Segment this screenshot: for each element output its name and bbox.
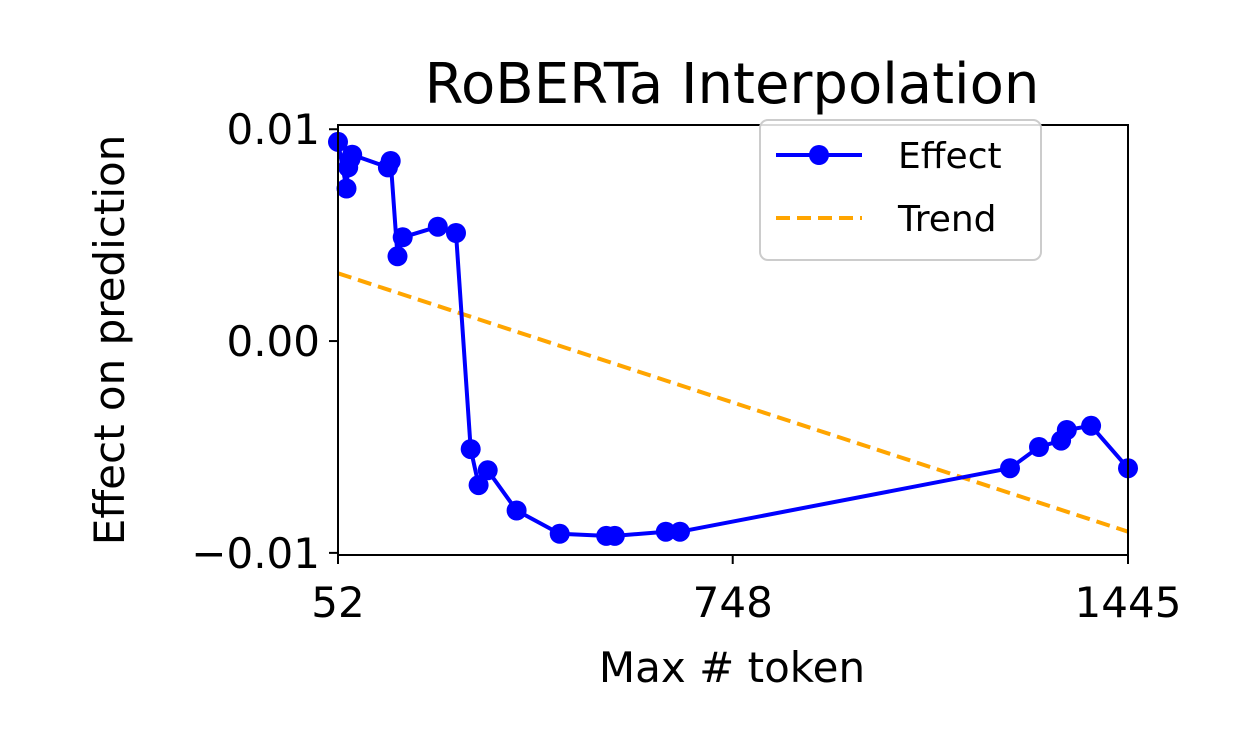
y-tick-label: −0.01 bbox=[191, 529, 320, 578]
legend-effect-label: Effect bbox=[898, 136, 1002, 177]
y-tick-label: 0.00 bbox=[226, 317, 320, 366]
effect-point bbox=[392, 227, 413, 248]
x-axis-label: Max # token bbox=[599, 643, 865, 692]
x-axis: 52 748 1445 bbox=[311, 555, 1181, 627]
effect-point bbox=[380, 151, 401, 171]
legend-trend-label: Trend bbox=[897, 199, 997, 240]
legend-effect-marker bbox=[809, 145, 829, 165]
legend: Effect Trend bbox=[759, 119, 1042, 261]
effect-point bbox=[1000, 458, 1020, 479]
effect-point bbox=[1056, 420, 1077, 440]
plot-area bbox=[328, 124, 1138, 556]
effect-point bbox=[506, 500, 527, 521]
effect-point bbox=[1029, 437, 1049, 457]
effect-point bbox=[446, 223, 466, 243]
effect-point bbox=[549, 523, 570, 544]
chart-title: RoBERTa Interpolation bbox=[425, 52, 1040, 117]
trend-series bbox=[337, 271, 1129, 534]
effect-point bbox=[477, 460, 498, 481]
x-tick-label: 748 bbox=[693, 578, 773, 627]
effect-point bbox=[1081, 415, 1102, 436]
effect-point bbox=[427, 216, 448, 237]
effect-point bbox=[655, 521, 676, 542]
effect-series bbox=[328, 131, 1138, 546]
effect-point bbox=[468, 475, 489, 496]
effect-point bbox=[342, 144, 363, 165]
effect-point bbox=[460, 439, 481, 460]
effect-point bbox=[336, 178, 357, 199]
effect-point bbox=[670, 521, 690, 542]
y-tick-label: 0.01 bbox=[226, 105, 320, 154]
effect-point bbox=[387, 246, 408, 267]
x-tick-label: 52 bbox=[311, 578, 364, 627]
effect-point bbox=[604, 525, 625, 546]
y-axis: −0.01 0.00 0.01 bbox=[191, 105, 338, 578]
y-axis-label: Effect on prediction bbox=[85, 135, 134, 546]
x-tick-label: 1445 bbox=[1075, 578, 1182, 627]
trend-line bbox=[337, 271, 1129, 534]
